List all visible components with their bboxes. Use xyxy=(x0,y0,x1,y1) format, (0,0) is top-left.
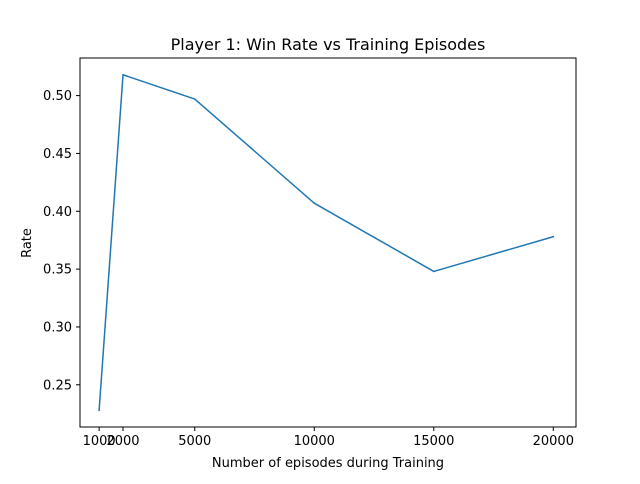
y-tick-label: 0.50 xyxy=(43,89,72,104)
data-point xyxy=(313,202,316,204)
chart-title: Player 1: Win Rate vs Training Episodes xyxy=(171,35,486,54)
x-tick-label: 1000 xyxy=(83,434,116,449)
y-tick-label: 0.40 xyxy=(43,205,72,220)
data-point xyxy=(552,235,555,238)
x-tick-label: 20000 xyxy=(533,434,574,449)
y-tick-label: 0.35 xyxy=(43,263,72,278)
series-layer xyxy=(98,73,555,412)
x-tick-label: 5000 xyxy=(178,434,211,449)
x-tick-label: 10000 xyxy=(294,434,335,449)
x-tick-label: 15000 xyxy=(413,434,454,449)
data-point xyxy=(432,270,435,273)
win-rate-line xyxy=(98,74,555,412)
y-axis-label: Rate xyxy=(20,228,35,258)
data-point xyxy=(193,98,196,100)
y-tick-label: 0.25 xyxy=(43,378,72,393)
x-tick-label: 2000 xyxy=(106,434,139,449)
y-axis-ticks: 0.25 0.30 0.35 0.40 0.45 0.50 xyxy=(43,89,80,393)
plot-area-frame xyxy=(79,57,577,428)
y-tick-label: 0.45 xyxy=(43,147,72,162)
data-point xyxy=(98,409,100,412)
x-axis-label: Number of episodes during Training xyxy=(212,456,444,471)
data-point xyxy=(122,73,124,76)
y-tick-label: 0.30 xyxy=(43,320,72,335)
